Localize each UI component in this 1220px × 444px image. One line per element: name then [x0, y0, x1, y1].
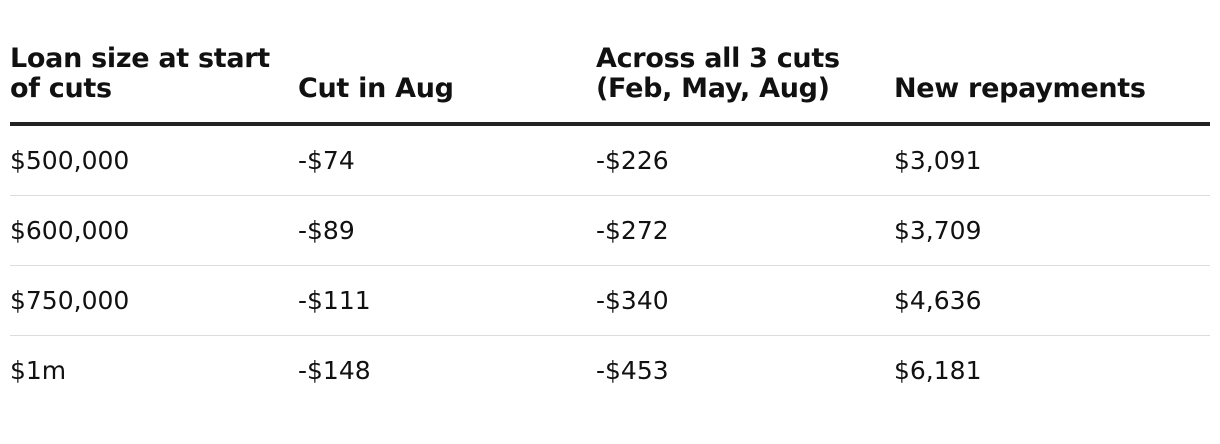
header-cell: Cut in Aug [298, 44, 596, 126]
table-cell: $500,000 [10, 124, 298, 196]
table-cell: -$74 [298, 124, 596, 196]
header-cell: Across all 3 cuts (Feb, May, Aug) [596, 44, 894, 126]
table-body: $500,000 -$74 -$226 $3,091 $600,000 -$89 -$272… [10, 124, 1210, 405]
table-cell: $4,636 [894, 265, 1210, 336]
data-table: Loan size at start of cuts Cut in Aug Acro… [10, 44, 1210, 405]
table-cell: -$226 [596, 124, 894, 196]
table-cell: $6,181 [894, 356, 982, 385]
table-cell: -$111 [298, 265, 596, 336]
table-row: $750,000 -$111 -$340 $4,636 [10, 265, 1210, 336]
table-cell: $750,000 [10, 265, 298, 336]
table-cell: $3,091 [894, 124, 1210, 196]
table-cell: $600,000 [10, 195, 298, 266]
table-row: $600,000 -$89 -$272 $3,709 [10, 195, 1210, 266]
header-cell: Loan size at start of cuts [10, 44, 298, 126]
table-cell: -$340 [596, 265, 894, 336]
table-row: $1m -$148 -$453 $6,181 [10, 336, 1210, 406]
table-row: $500,000 -$74 -$226 $3,091 [10, 124, 1210, 196]
table-cell: -$148 [298, 356, 371, 385]
header-cell: New repayments [894, 44, 1210, 126]
table-cell: $1m [10, 356, 67, 385]
table-cell: -$272 [596, 195, 894, 266]
header-row: Loan size at start of cuts Cut in Aug Acro… [10, 44, 1210, 126]
table-cell: -$89 [298, 195, 596, 266]
table-cell: $3,709 [894, 195, 1210, 266]
table-cell: -$453 [596, 356, 669, 385]
